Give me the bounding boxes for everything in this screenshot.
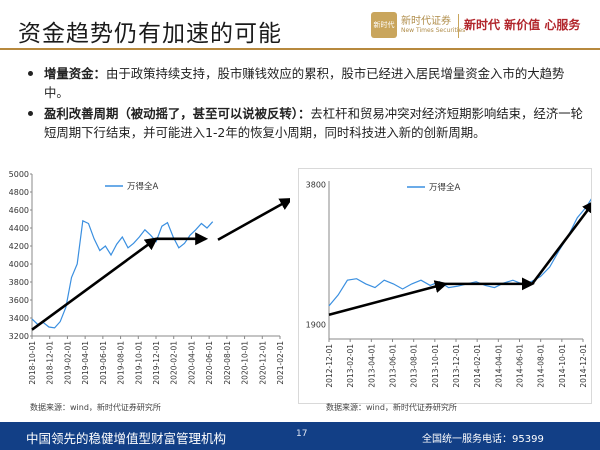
trend-arrow [328, 280, 448, 317]
trend-arrow [531, 200, 596, 285]
page-number: 17 [296, 429, 308, 439]
x-tick-label: 2020-06-01 [205, 341, 214, 385]
y-tick-label: 3800 [306, 181, 326, 190]
series-line [31, 219, 214, 329]
chart-left-panel: 3200 3400 3600 3800 4000 4200 4400 4600 4800 5000… [0, 168, 293, 404]
x-tick-label: 2013-02-01 [346, 344, 355, 388]
brand-name-cn: 新时代证券 [401, 16, 451, 27]
x-tick-label: 2013-08-01 [410, 344, 419, 388]
y-tick-label: 5000 [9, 170, 29, 179]
trend-arrow [217, 197, 293, 241]
page-title: 资金趋势仍有加速的可能 [18, 21, 282, 47]
x-tick-label: 2018-10-01 [28, 341, 37, 385]
series-line [328, 191, 597, 307]
x-tick-label: 2014-10-01 [558, 344, 567, 388]
x-tick-label: 2020-08-01 [223, 341, 232, 385]
y-tick-label: 1900 [306, 320, 326, 329]
x-tick-label: 2013-04-01 [367, 344, 376, 388]
chart-right-panel: 1900 3800 2012-12-01 2013-02-01 2013-04-01 20… [298, 168, 597, 404]
chart-right: 1900 3800 2012-12-01 2013-02-01 2013-04-01 20… [306, 181, 597, 388]
y-tick-label: 4800 [9, 188, 29, 197]
x-tick-label: 2014-02-01 [473, 344, 482, 388]
bullet-label: 盈利改善周期（被动摇了，甚至可以说被反转）： [44, 106, 311, 121]
y-tick-label: 4600 [9, 206, 29, 215]
bullet-text: 去杠杆和贸易冲突对经济短期影响结束，经济一轮短周期下行结束，并可能进入1-2年的… [44, 106, 583, 140]
bullet-item: 盈利改善周期（被动摇了，甚至可以说被反转）：去杠杆和贸易冲突对经济短期影响结束，… [28, 104, 588, 142]
x-tick-label: 2019-06-01 [99, 341, 108, 385]
x-tick-label: 2013-12-01 [452, 344, 461, 388]
x-tick-label: 2014-12-01 [579, 344, 588, 388]
y-tick-label: 4400 [9, 224, 29, 233]
legend-label: 万得全A [127, 181, 159, 192]
x-tick-label: 2020-12-01 [258, 341, 267, 385]
x-tick-label: 2020-10-01 [241, 341, 250, 385]
logo-divider [458, 14, 459, 38]
y-tick-label: 3600 [9, 296, 29, 305]
trend-arrow [31, 237, 159, 331]
x-tick-label: 2019-02-01 [63, 341, 72, 385]
y-tick-label: 3400 [9, 314, 29, 323]
x-tick-label: 2019-08-01 [117, 341, 126, 385]
chart-left: 3200 3400 3600 3800 4000 4200 4400 4600 4800 5000… [9, 170, 293, 385]
x-tick-label: 2014-08-01 [537, 344, 546, 388]
footer-tagline: 中国领先的稳健增值型财富管理机构 [26, 431, 227, 446]
x-tick-label: 2013-06-01 [389, 344, 398, 388]
x-tick-label: 2018-12-01 [46, 341, 55, 385]
x-tick-label: 2021-02-01 [276, 341, 285, 385]
service-hotline: 全国统一服务电话：95399 [422, 434, 544, 445]
footer-bar: 中国领先的稳健增值型财富管理机构 17 全国统一服务电话：95399 [0, 422, 600, 450]
chart-right-source: 数据来源：wind，新时代证券研究所 [326, 403, 457, 412]
bullet-label: 增量资金： [44, 66, 106, 81]
x-tick-label: 2019-12-01 [152, 341, 161, 385]
header-rule [0, 48, 600, 50]
y-tick-label: 4000 [9, 260, 29, 269]
x-tick-label: 2020-02-01 [170, 341, 179, 385]
bullet-item: 增量资金：由于政策持续支持，股市赚钱效应的累积，股市已经进入居民增量资金入市的大… [28, 64, 588, 102]
chart-left-source: 数据来源：wind，新时代证券研究所 [30, 403, 161, 412]
x-tick-label: 2014-04-01 [494, 344, 503, 388]
y-tick-label: 3200 [9, 332, 29, 341]
bullet-text: 由于政策持续支持，股市赚钱效应的累积，股市已经进入居民增量资金入市的大趋势中。 [44, 66, 565, 100]
y-tick-label: 4200 [9, 242, 29, 251]
x-tick-label: 2020-04-01 [187, 341, 196, 385]
x-tick-label: 2019-04-01 [81, 341, 90, 385]
legend-label: 万得全A [429, 182, 461, 193]
y-tick-label: 3800 [9, 278, 29, 287]
x-tick-label: 2013-10-01 [431, 344, 440, 388]
brand-name-en: New Times Securities [401, 27, 466, 34]
x-tick-label: 2014-06-01 [516, 344, 525, 388]
bullet-list: 增量资金：由于政策持续支持，股市赚钱效应的累积，股市已经进入居民增量资金入市的大… [28, 64, 588, 144]
brand-logo-icon: 新时代 [371, 12, 397, 38]
brand-slogan: 新时代 新价值 心服务 [464, 18, 581, 32]
x-tick-label: 2019-10-01 [134, 341, 143, 385]
x-tick-label: 2012-12-01 [325, 344, 334, 388]
